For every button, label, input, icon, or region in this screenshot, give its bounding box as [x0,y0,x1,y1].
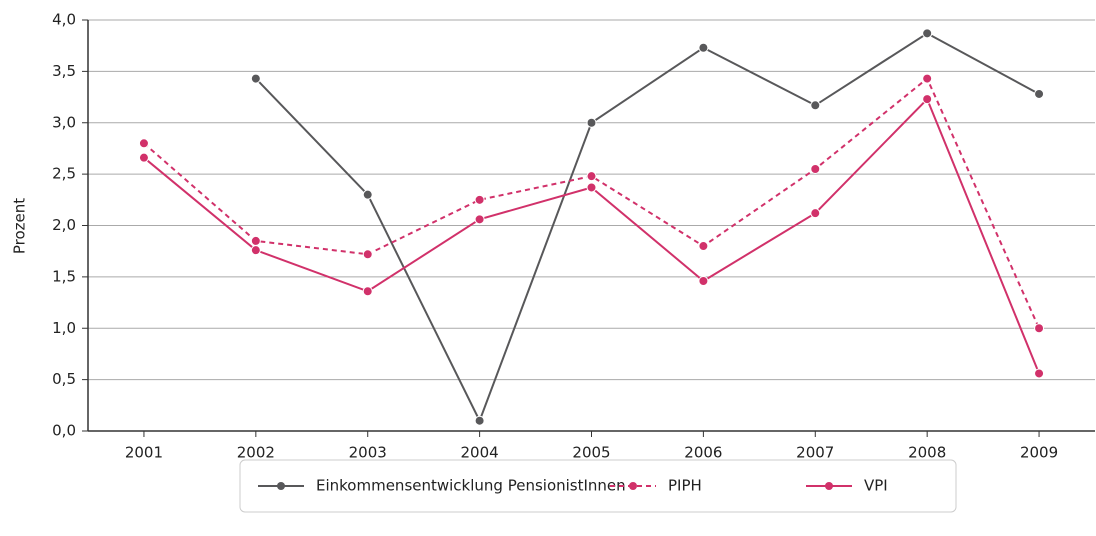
data-point [138,138,149,149]
x-tick-label: 2009 [1020,444,1058,462]
legend-marker [277,482,285,490]
x-tick-label: 2001 [125,444,163,462]
data-point [922,73,933,84]
data-point [922,94,933,105]
data-point [474,214,485,225]
legend-label: Einkommensentwicklung PensionistInnen [316,477,626,495]
y-tick-label: 2,0 [52,216,76,234]
legend-label: PIPH [668,477,702,495]
y-tick-label: 2,5 [52,165,76,183]
x-tick-label: 2003 [349,444,387,462]
data-point [810,163,821,174]
legend-label: VPI [864,477,888,495]
series-line [143,97,1040,374]
data-point [138,152,149,163]
data-point [586,182,597,193]
y-tick-label: 4,0 [52,11,76,29]
data-point [810,208,821,219]
x-tick-label: 2005 [572,444,610,462]
data-point [922,28,933,39]
y-tick-label: 3,5 [52,62,76,80]
data-point [1034,368,1045,379]
data-point [250,73,261,84]
series-line [143,76,1040,329]
data-point [586,117,597,128]
legend-marker [825,482,833,490]
data-point [810,100,821,111]
y-axis-label: Prozent [11,198,29,254]
data-point [698,42,709,53]
legend-marker [629,482,637,490]
data-point [474,194,485,205]
data-point [698,275,709,286]
data-point [250,235,261,246]
legend-box [239,459,957,513]
x-tick-label: 2007 [796,444,834,462]
x-tick-label: 2002 [237,444,275,462]
y-tick-label: 1,0 [52,319,76,337]
data-point [474,415,485,426]
y-tick-label: 0,0 [52,422,76,440]
series-line [255,32,1040,424]
x-tick-label: 2006 [684,444,722,462]
y-tick-label: 1,5 [52,267,76,285]
data-point [698,241,709,252]
data-point [362,189,373,200]
data-point [362,286,373,297]
y-tick-label: 3,0 [52,113,76,131]
x-tick-label: 2004 [461,444,499,462]
y-tick-label: 0,5 [52,370,76,388]
x-tick-label: 2008 [908,444,946,462]
data-point [362,249,373,260]
data-point [586,171,597,182]
data-point [1034,88,1045,99]
data-point [1034,323,1045,334]
data-point [250,245,261,256]
